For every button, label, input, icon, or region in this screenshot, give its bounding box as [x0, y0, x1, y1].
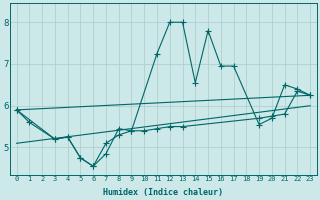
X-axis label: Humidex (Indice chaleur): Humidex (Indice chaleur) — [103, 188, 223, 197]
